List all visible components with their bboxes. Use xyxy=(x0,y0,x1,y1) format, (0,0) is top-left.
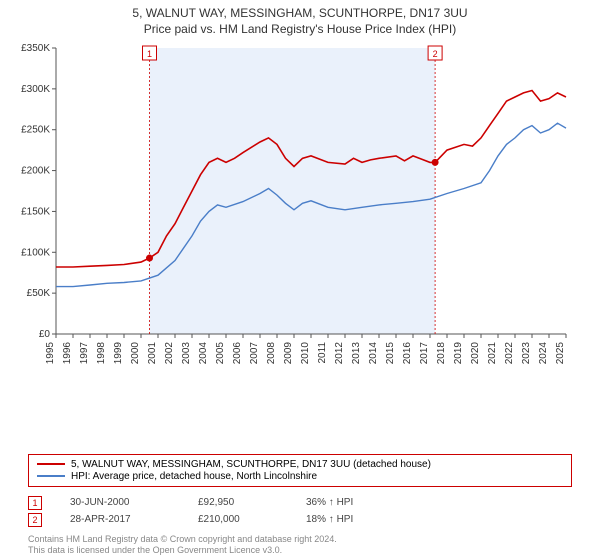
chart: £0 £50K £100K £150K £200K £250K £300K £350K 1995… xyxy=(10,40,590,448)
svg-text:2003: 2003 xyxy=(181,342,192,365)
svg-text:2021: 2021 xyxy=(487,342,498,365)
svg-text:£300K: £300K xyxy=(21,84,50,95)
legend: 5, WALNUT WAY, MESSINGHAM, SCUNTHORPE, D… xyxy=(28,454,572,487)
svg-text:2025: 2025 xyxy=(555,342,566,365)
datapoint-row: 1 30-JUN-2000 £92,950 36% ↑ HPI xyxy=(28,496,572,510)
svg-text:1998: 1998 xyxy=(96,342,107,365)
svg-text:2011: 2011 xyxy=(317,342,328,364)
legend-item: 5, WALNUT WAY, MESSINGHAM, SCUNTHORPE, D… xyxy=(37,459,563,470)
chart-titles: 5, WALNUT WAY, MESSINGHAM, SCUNTHORPE, D… xyxy=(10,6,590,36)
datapoints-table: 1 30-JUN-2000 £92,950 36% ↑ HPI 2 28-APR-2017… xyxy=(28,493,572,530)
legend-swatch xyxy=(37,463,65,465)
svg-text:2020: 2020 xyxy=(470,342,481,365)
svg-text:2019: 2019 xyxy=(453,342,464,365)
datapoint-marker: 2 xyxy=(28,513,42,527)
svg-text:2001: 2001 xyxy=(147,342,158,365)
footer: Contains HM Land Registry data © Crown c… xyxy=(28,534,572,557)
footer-line2: This data is licensed under the Open Gov… xyxy=(28,545,572,556)
svg-text:2016: 2016 xyxy=(402,342,413,365)
datapoint-date: 30-JUN-2000 xyxy=(70,497,170,508)
svg-text:2022: 2022 xyxy=(504,342,515,365)
svg-text:1996: 1996 xyxy=(62,342,73,365)
svg-text:£50K: £50K xyxy=(27,288,51,299)
svg-text:£350K: £350K xyxy=(21,43,50,54)
svg-text:2014: 2014 xyxy=(368,342,379,365)
svg-text:2006: 2006 xyxy=(232,342,243,365)
svg-text:2023: 2023 xyxy=(521,342,532,365)
svg-text:1997: 1997 xyxy=(79,342,90,365)
datapoint-price: £210,000 xyxy=(198,514,278,525)
svg-text:2013: 2013 xyxy=(351,342,362,365)
svg-text:£100K: £100K xyxy=(21,247,50,258)
svg-text:2004: 2004 xyxy=(198,342,209,365)
svg-text:£200K: £200K xyxy=(21,166,50,177)
svg-text:1: 1 xyxy=(147,49,152,59)
svg-text:2: 2 xyxy=(433,49,438,59)
svg-text:2024: 2024 xyxy=(538,342,549,365)
svg-text:£0: £0 xyxy=(39,329,51,340)
svg-text:2010: 2010 xyxy=(300,342,311,365)
svg-text:2012: 2012 xyxy=(334,342,345,365)
svg-text:1995: 1995 xyxy=(45,342,56,365)
chart-svg: £0 £50K £100K £150K £200K £250K £300K £350K 1995… xyxy=(10,40,570,370)
legend-label: HPI: Average price, detached house, Nort… xyxy=(71,471,317,482)
footer-line1: Contains HM Land Registry data © Crown c… xyxy=(28,534,572,545)
svg-text:2000: 2000 xyxy=(130,342,141,365)
datapoint-delta: 18% ↑ HPI xyxy=(306,514,353,525)
datapoint-marker: 1 xyxy=(28,496,42,510)
svg-text:2008: 2008 xyxy=(266,342,277,365)
svg-text:£250K: £250K xyxy=(21,125,50,136)
datapoint-delta: 36% ↑ HPI xyxy=(306,497,353,508)
svg-text:1999: 1999 xyxy=(113,342,124,365)
svg-text:2009: 2009 xyxy=(283,342,294,365)
legend-item: HPI: Average price, detached house, Nort… xyxy=(37,471,563,482)
svg-text:2017: 2017 xyxy=(419,342,430,365)
title-address: 5, WALNUT WAY, MESSINGHAM, SCUNTHORPE, D… xyxy=(10,6,590,20)
svg-text:2018: 2018 xyxy=(436,342,447,365)
svg-text:2002: 2002 xyxy=(164,342,175,365)
legend-swatch xyxy=(37,475,65,477)
title-subtitle: Price paid vs. HM Land Registry's House … xyxy=(10,22,590,36)
datapoint-date: 28-APR-2017 xyxy=(70,514,170,525)
svg-text:2007: 2007 xyxy=(249,342,260,365)
svg-text:2015: 2015 xyxy=(385,342,396,365)
svg-text:2005: 2005 xyxy=(215,342,226,365)
svg-text:£150K: £150K xyxy=(21,206,50,217)
datapoint-row: 2 28-APR-2017 £210,000 18% ↑ HPI xyxy=(28,513,572,527)
legend-label: 5, WALNUT WAY, MESSINGHAM, SCUNTHORPE, D… xyxy=(71,459,431,470)
datapoint-price: £92,950 xyxy=(198,497,278,508)
